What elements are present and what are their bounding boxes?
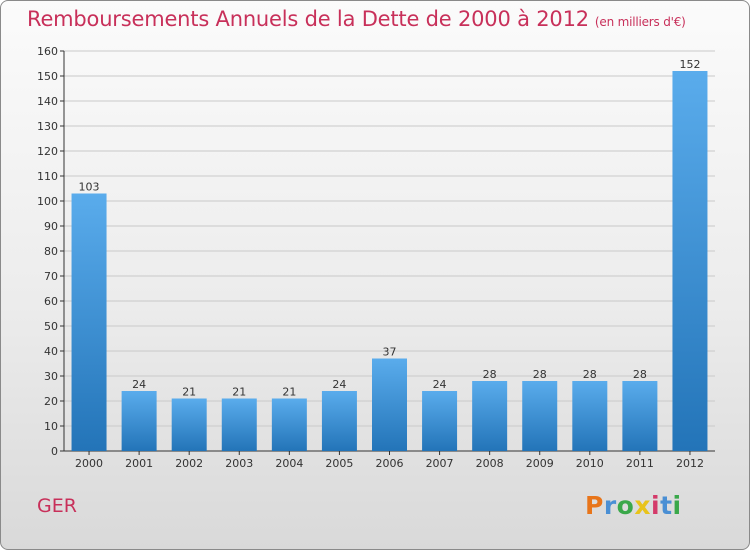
y-tick-label: 10: [44, 420, 58, 433]
x-tick-label: 2010: [576, 457, 604, 470]
data-label: 103: [79, 181, 100, 194]
bar: [572, 381, 608, 451]
bar: [372, 358, 407, 451]
data-label: 28: [483, 368, 497, 381]
y-tick-label: 150: [37, 70, 58, 83]
data-label: 28: [633, 368, 647, 381]
y-tick-label: 100: [37, 195, 58, 208]
logo-letter: o: [616, 491, 635, 520]
data-label: 24: [332, 378, 346, 391]
bar: [221, 398, 257, 451]
y-tick-label: 160: [37, 45, 58, 58]
bar: [71, 193, 107, 451]
x-tick-label: 2012: [676, 457, 704, 470]
chart-title: Remboursements Annuels de la Dette de 20…: [27, 7, 686, 31]
bar: [672, 71, 708, 451]
x-tick-label: 2001: [125, 457, 153, 470]
x-tick-label: 2002: [175, 457, 203, 470]
x-tick-label: 2009: [526, 457, 554, 470]
x-tick-label: 2000: [75, 457, 103, 470]
data-label: 21: [182, 386, 196, 399]
data-label: 24: [433, 378, 447, 391]
x-tick-label: 2004: [275, 457, 303, 470]
data-label: 37: [383, 346, 397, 359]
y-tick-label: 20: [44, 395, 58, 408]
logo-letter: r: [603, 491, 617, 520]
bar: [422, 391, 458, 451]
logo-letter: x: [634, 491, 651, 520]
data-label: 28: [533, 368, 547, 381]
y-tick-label: 30: [44, 370, 58, 383]
bar: [271, 398, 307, 451]
y-tick-label: 80: [44, 245, 58, 258]
logo-letter: i: [672, 491, 682, 520]
y-tick-label: 140: [37, 95, 58, 108]
commune-name: GER: [37, 495, 77, 517]
data-label: 152: [679, 58, 700, 71]
bar: [622, 381, 658, 451]
y-tick-label: 0: [51, 445, 58, 458]
x-tick-label: 2008: [476, 457, 504, 470]
chart-title-unit: (en milliers d'€): [594, 15, 686, 29]
y-tick-label: 40: [44, 345, 58, 358]
bar: [472, 381, 508, 451]
bar: [171, 398, 207, 451]
y-tick-label: 110: [37, 170, 58, 183]
chart-title-text: Remboursements Annuels de la Dette de 20…: [27, 7, 589, 31]
proxiti-logo: Proxiti: [585, 491, 682, 520]
data-label: 28: [583, 368, 597, 381]
data-label: 21: [282, 386, 296, 399]
y-tick-label: 130: [37, 120, 58, 133]
y-tick-label: 90: [44, 220, 58, 233]
bar: [321, 391, 357, 451]
bar: [121, 391, 157, 451]
logo-letter: P: [585, 491, 604, 520]
bar: [522, 381, 558, 451]
x-tick-label: 2005: [325, 457, 353, 470]
x-tick-label: 2003: [225, 457, 253, 470]
x-tick-label: 2011: [626, 457, 654, 470]
y-tick-label: 60: [44, 295, 58, 308]
data-label: 24: [132, 378, 146, 391]
y-tick-label: 120: [37, 145, 58, 158]
x-tick-label: 2007: [426, 457, 454, 470]
y-tick-label: 70: [44, 270, 58, 283]
logo-letter: i: [651, 491, 661, 520]
logo-letter: t: [660, 491, 673, 520]
x-tick-label: 2006: [376, 457, 404, 470]
data-label: 21: [232, 386, 246, 399]
y-tick-label: 50: [44, 320, 58, 333]
